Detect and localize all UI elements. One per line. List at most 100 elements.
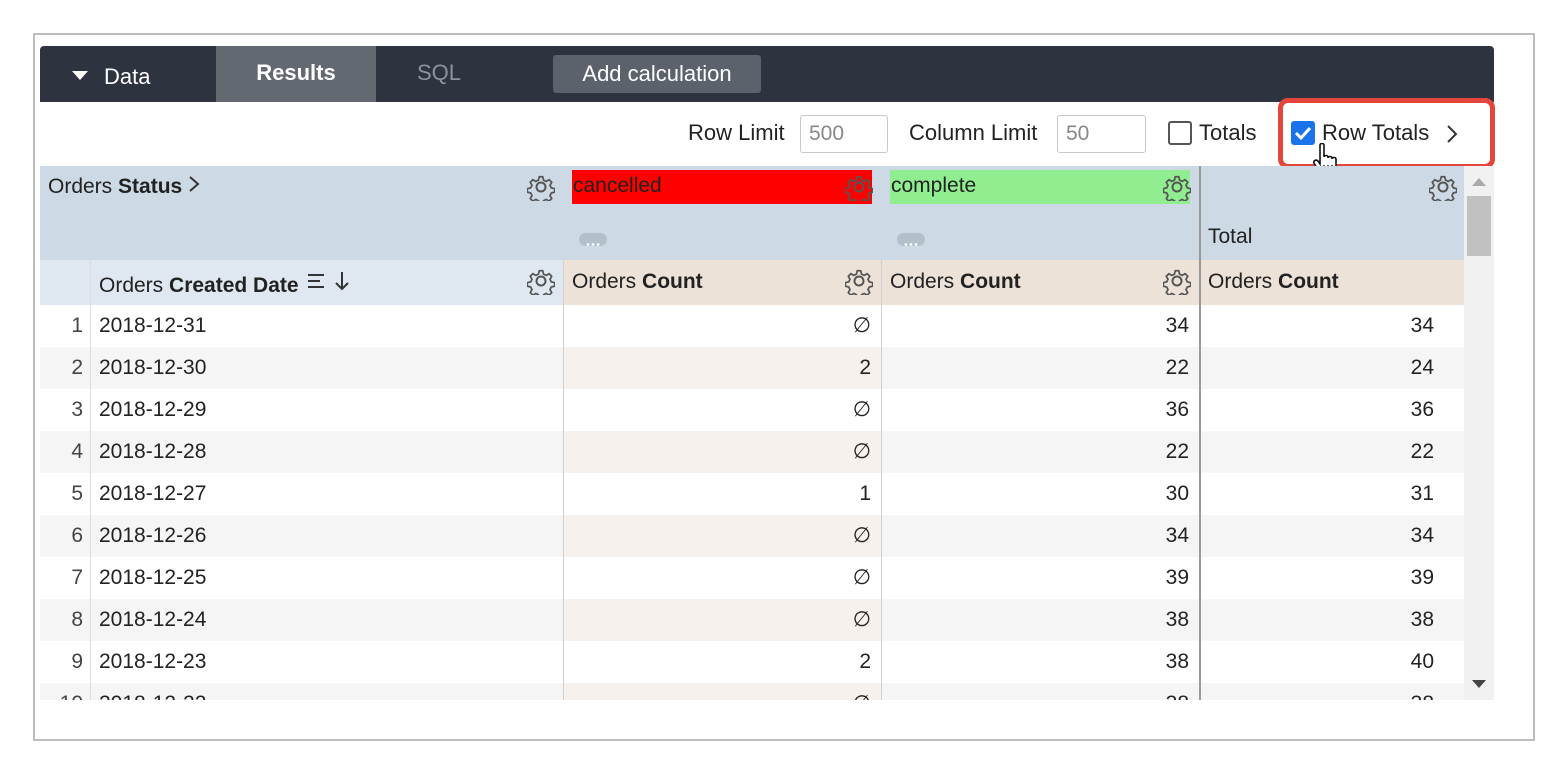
gear-icon[interactable]	[526, 173, 556, 205]
row-bg	[40, 515, 563, 557]
count-cell: 1	[859, 482, 871, 505]
gear-icon[interactable]	[844, 173, 874, 205]
label-prefix: Orders	[99, 274, 164, 297]
row-bg	[881, 599, 1464, 641]
total-cell: 39	[1410, 566, 1434, 589]
highlight-box	[1278, 98, 1495, 169]
count-cell: 2	[859, 650, 871, 673]
date-cell: 2018-12-27	[99, 482, 207, 505]
date-cell: 2018-12-28	[99, 440, 207, 463]
row-totals-label[interactable]: Row Totals	[1322, 120, 1430, 145]
gear-icon[interactable]	[1162, 267, 1192, 299]
row-bg	[881, 515, 1464, 557]
measure-header[interactable]: Orders Count	[1208, 270, 1339, 294]
date-cell: 2018-12-29	[99, 398, 207, 421]
pivot-value[interactable]: complete	[890, 170, 1190, 204]
count-cell: ∅	[852, 566, 871, 589]
row-totals-checkbox[interactable]	[1291, 121, 1315, 145]
label-bold: Created Date	[169, 274, 299, 297]
column-limit-input[interactable]: 50	[1057, 115, 1146, 153]
count-cell: 34	[1165, 314, 1189, 337]
gear-icon[interactable]	[1162, 173, 1192, 205]
collapse-triangle[interactable]	[72, 71, 88, 80]
gear-icon[interactable]	[526, 267, 556, 299]
row-bg	[40, 431, 563, 473]
gear-icon[interactable]	[1428, 173, 1458, 205]
dimension-header[interactable]: Orders Created Date	[99, 270, 352, 298]
chevron[interactable]	[188, 175, 200, 193]
results-tab[interactable]: Results	[216, 46, 376, 102]
total-cell: 38	[1199, 683, 1434, 700]
sql-tab[interactable]: SQL	[417, 60, 462, 85]
gear-icon[interactable]	[844, 267, 874, 299]
count-cell: 38	[881, 683, 1189, 700]
row-limit-input[interactable]: 500	[800, 115, 888, 153]
gear-glyph	[844, 175, 874, 205]
totals-label[interactable]: Totals	[1199, 120, 1257, 145]
row-bg	[563, 683, 881, 700]
row-number: 1	[71, 314, 83, 337]
pivot-value[interactable]: cancelled	[572, 170, 872, 204]
scroll-thumb[interactable]	[1467, 196, 1491, 256]
dots	[904, 243, 918, 246]
count-cell: ∅	[852, 524, 871, 547]
count-cell: 22	[1165, 440, 1189, 463]
totals-checkbox[interactable]	[1168, 121, 1192, 145]
ellipsis-pill[interactable]	[579, 233, 607, 246]
ellipsis-pill[interactable]	[897, 233, 925, 246]
column-divider	[1199, 166, 1201, 700]
scroll-up[interactable]	[1472, 178, 1486, 186]
total-cell: 22	[1410, 440, 1434, 463]
date-cell: 2018-12-26	[99, 524, 207, 547]
total-cell: 38	[1410, 608, 1434, 631]
row-bg	[40, 599, 563, 641]
column-limit-label: Column Limit	[909, 120, 1038, 145]
row-number: 4	[71, 440, 83, 463]
date-cell: 2018-12-24	[99, 608, 207, 631]
check-mark	[1294, 126, 1312, 141]
label-bold: Count	[1278, 270, 1339, 293]
measure-header[interactable]: Orders Count	[890, 270, 1021, 294]
total-cell: 36	[1410, 398, 1434, 421]
pivot-label[interactable]: Orders Status	[48, 175, 200, 199]
gear-glyph	[1162, 175, 1192, 205]
measure-header[interactable]: Orders Count	[572, 270, 703, 294]
label-bold: Status	[118, 175, 183, 198]
row-bg	[40, 683, 563, 700]
count-cell: 38	[1165, 608, 1189, 631]
row-number: 3	[71, 398, 83, 421]
row-bg	[40, 347, 563, 389]
measure-header-bg	[563, 260, 1464, 305]
label-bold: Count	[960, 270, 1021, 293]
row-bg	[881, 683, 1464, 700]
total-cell: 40	[1410, 650, 1434, 673]
total-label: Total	[1208, 225, 1253, 248]
row-bg	[881, 347, 1464, 389]
scrollbar[interactable]	[1464, 166, 1494, 700]
column-divider	[90, 260, 91, 700]
label-prefix: Orders	[48, 175, 113, 198]
row-number: 2	[71, 356, 83, 379]
add-calculation-button[interactable]: Add calculation	[553, 55, 761, 93]
column-divider	[563, 260, 564, 700]
date-cell: 2018-12-25	[99, 566, 207, 589]
count-cell: 30	[1165, 482, 1189, 505]
gear-glyph	[526, 175, 556, 205]
data-tab[interactable]: Data	[104, 64, 151, 89]
date-cell: 2018-12-23	[99, 650, 207, 673]
results-table: Orders Status cancelled complete Total Orde…	[40, 166, 1464, 700]
count-cell: ∅	[852, 608, 871, 631]
chevron[interactable]	[1445, 124, 1459, 144]
date-cell: 2018-12-31	[99, 314, 207, 337]
row-bg	[563, 347, 881, 389]
gear-glyph	[1428, 175, 1458, 205]
total-cell: 24	[1410, 356, 1434, 379]
row-bg	[563, 515, 881, 557]
total-cell: 34	[1410, 314, 1434, 337]
row-limit-label: Row Limit	[688, 120, 785, 145]
total-cell: 31	[1410, 482, 1434, 505]
count-cell: 34	[1165, 524, 1189, 547]
sort-icons[interactable]	[304, 270, 352, 292]
label-bold: Count	[642, 270, 703, 293]
scroll-down[interactable]	[1472, 680, 1486, 688]
